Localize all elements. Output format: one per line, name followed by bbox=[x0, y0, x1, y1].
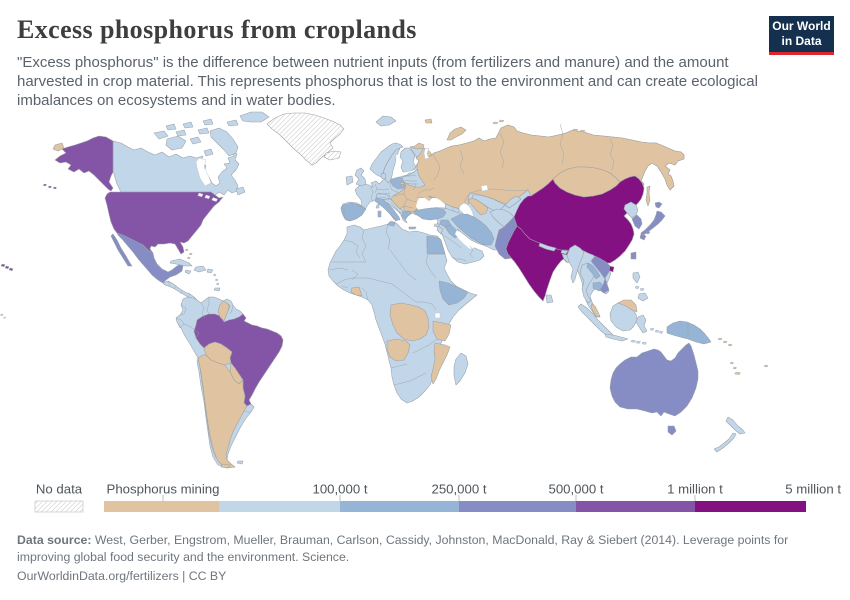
svg-text:1 million t: 1 million t bbox=[667, 482, 723, 497]
svg-text:500,000 t: 500,000 t bbox=[549, 482, 604, 497]
svg-text:100,000 t: 100,000 t bbox=[313, 482, 368, 497]
svg-text:No data: No data bbox=[36, 482, 83, 497]
svg-text:Phosphorus mining: Phosphorus mining bbox=[107, 482, 220, 497]
svg-text:5 million t: 5 million t bbox=[785, 482, 841, 497]
svg-text:250,000 t: 250,000 t bbox=[432, 482, 487, 497]
